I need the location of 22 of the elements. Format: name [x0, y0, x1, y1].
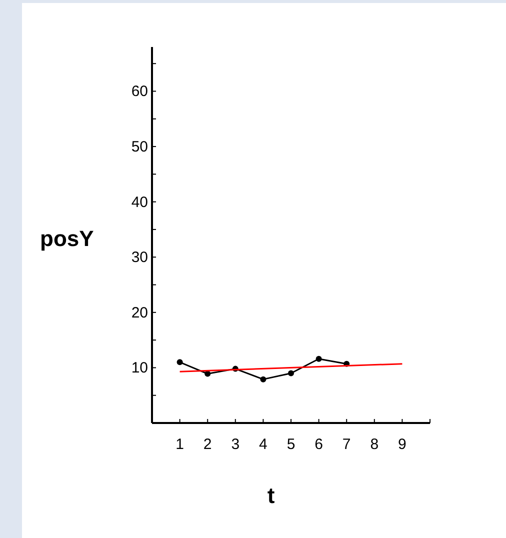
x-tick-label: 5 [286, 436, 296, 453]
x-tick-label: 4 [259, 436, 268, 453]
point [176, 359, 183, 366]
y-tick-label: 40 [131, 194, 148, 211]
x-tick-label: 8 [370, 436, 379, 453]
point [204, 370, 211, 377]
point [260, 376, 266, 382]
x-tick-label: 3 [231, 436, 240, 453]
x-tick-label: 2 [203, 436, 212, 453]
y-tick-label: 50 [131, 138, 148, 156]
y-tick-label: 20 [131, 304, 148, 322]
point [316, 356, 322, 362]
x-tick-label: 6 [314, 436, 323, 453]
y-tick-label: 10 [131, 360, 148, 377]
x-tick-label: 1 [176, 436, 184, 453]
x-tick-label: 7 [342, 436, 351, 453]
x-tick-label: 9 [398, 436, 406, 453]
y-axis-title: posY [40, 226, 94, 251]
y-tick-label: 60 [131, 83, 148, 100]
x-axis-title: t [267, 483, 276, 508]
point [288, 370, 294, 376]
y-tick-label: 30 [131, 249, 148, 266]
